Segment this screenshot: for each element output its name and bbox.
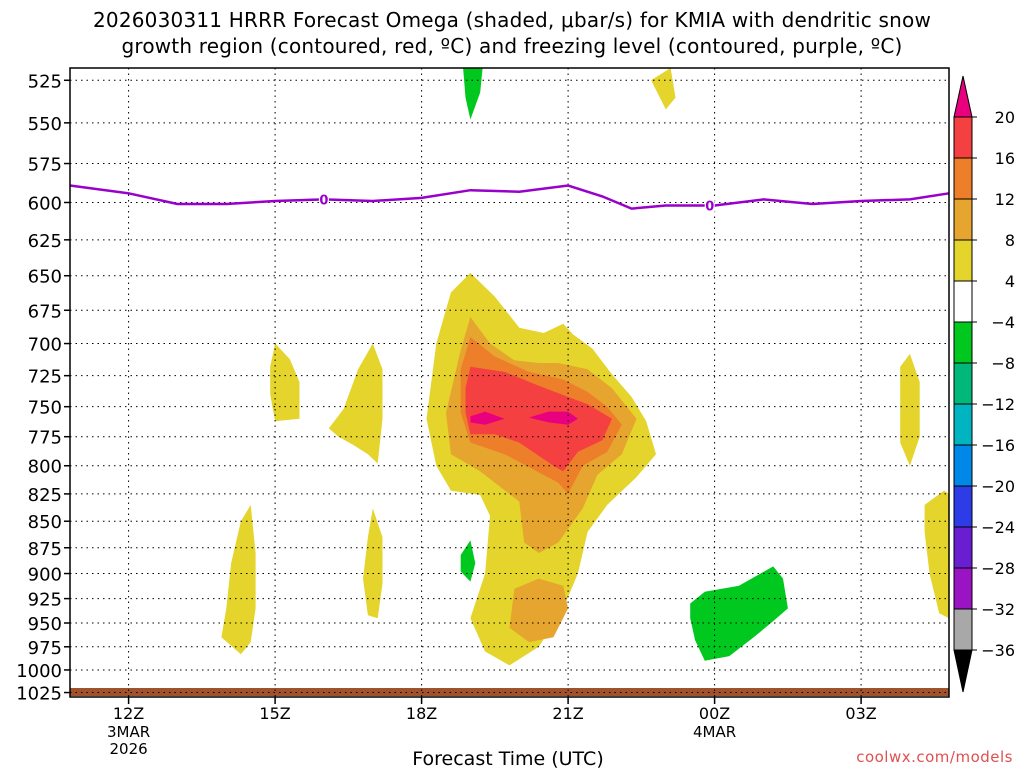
omega-region-11 — [363, 508, 383, 619]
colorbar-bin — [953, 444, 973, 487]
terrain-layer — [70, 688, 949, 696]
x-tick-label: 00Z — [699, 704, 730, 723]
omega-region-8 — [270, 343, 300, 422]
colorbar-label: −12 — [981, 395, 1015, 414]
x-tick-label: 03Z — [845, 704, 876, 723]
omega-region-7 — [529, 411, 578, 425]
y-tick-label: 725 — [28, 367, 62, 388]
colorbar-label: 12 — [995, 190, 1015, 209]
y-tick-label: 625 — [28, 231, 62, 252]
colorbar-bin — [953, 198, 973, 241]
colorbar-bin — [953, 649, 973, 693]
y-tick-label: 875 — [28, 539, 62, 560]
y-tick-label: 900 — [28, 565, 62, 586]
colorbar-label: −20 — [981, 477, 1015, 496]
colorbar-label: −24 — [981, 518, 1015, 537]
x-tick-sublabel: 2026 — [110, 740, 148, 758]
y-tick-label: 650 — [28, 267, 62, 288]
credit-link[interactable]: coolwx.com/models — [856, 748, 1013, 766]
freezing-label-bg — [704, 198, 715, 213]
x-tick-label: 15Z — [259, 704, 290, 723]
omega-regions — [221, 68, 949, 666]
y-tick-label: 600 — [28, 193, 62, 214]
freezing-level-label: 0 — [705, 200, 714, 215]
freezing-label-bg — [318, 192, 329, 207]
colorbar-bin — [953, 485, 973, 528]
colorbar-bin — [953, 608, 973, 651]
y-tick-label: 1025 — [16, 684, 62, 705]
colorbar-bin — [953, 239, 973, 282]
omega-region-3 — [509, 578, 569, 643]
y-tick-label: 800 — [28, 457, 62, 478]
y-tick-label: 700 — [28, 335, 62, 356]
omega-region-15 — [463, 68, 483, 120]
y-tick-label: 950 — [28, 614, 62, 635]
omega-region-6 — [470, 411, 505, 425]
colorbar-label: −4 — [991, 313, 1015, 332]
omega-region-17 — [690, 566, 788, 661]
colorbar-label: −36 — [981, 641, 1015, 660]
x-tick-sublabel: 3MAR — [107, 723, 150, 741]
omega-region-14 — [924, 490, 949, 619]
colorbar-bin — [953, 157, 973, 200]
terrain-strip — [70, 688, 949, 696]
colorbar-bin — [953, 75, 973, 118]
colorbar-label: −8 — [991, 354, 1015, 373]
y-tick-label: 525 — [28, 71, 62, 92]
y-tick-label: 750 — [28, 398, 62, 419]
y-tick-label: 925 — [28, 590, 62, 611]
colorbar-bin — [953, 567, 973, 610]
freezing-level-label: 0 — [319, 193, 328, 208]
x-tick-label: 18Z — [406, 704, 437, 723]
x-tick-label: 12Z — [113, 704, 144, 723]
colorbar-label: 20 — [995, 108, 1015, 127]
y-tick-label: 550 — [28, 114, 62, 135]
plot-frame — [69, 67, 950, 698]
omega-region-12 — [651, 68, 676, 110]
colorbar-label: −28 — [981, 559, 1015, 578]
omega-region-13 — [900, 353, 920, 466]
y-tick-label: 850 — [28, 512, 62, 533]
colorbar-bin — [953, 362, 973, 405]
x-tick-sublabel: 4MAR — [693, 723, 736, 741]
colorbar-label: 8 — [1005, 231, 1015, 250]
y-tick-label: 1000 — [16, 661, 62, 682]
colorbar-bin — [953, 280, 973, 323]
colorbar-bin — [953, 116, 973, 159]
colorbar-label: −16 — [981, 436, 1015, 455]
x-tick-label: 21Z — [552, 704, 583, 723]
colorbar-bin — [953, 526, 973, 569]
omega-region-16 — [460, 540, 476, 582]
colorbar-label: 4 — [1005, 272, 1015, 291]
y-tick-label: 975 — [28, 638, 62, 659]
x-axis-title: Forecast Time (UTC) — [412, 748, 603, 768]
colorbar: 20 16 12 8 4 −4 −8 −12 −16 −20 −24 −28 −32 −36 — [953, 75, 1015, 693]
chart-title-line-2: growth region (contoured, red, ºC) and f… — [121, 34, 903, 58]
omega-region-9 — [328, 343, 383, 464]
y-tick-label: 675 — [28, 301, 62, 322]
colorbar-label: −32 — [981, 600, 1015, 619]
colorbar-label: 16 — [995, 149, 1015, 168]
y-tick-label: 575 — [28, 155, 62, 176]
colorbar-bin — [953, 403, 973, 446]
y-axis: 525 550 575 600 625 650 675 700 725 750 775 800 825 8… — [16, 71, 70, 705]
y-tick-label: 775 — [28, 428, 62, 449]
y-tick-label: 825 — [28, 485, 62, 506]
chart-title-line-1: 2026030311 HRRR Forecast Omega (shaded, … — [92, 8, 932, 32]
omega-region-10 — [221, 504, 256, 655]
grid-lines — [70, 68, 949, 697]
freezing-level-line — [69, 184, 950, 210]
colorbar-bin — [953, 321, 973, 364]
